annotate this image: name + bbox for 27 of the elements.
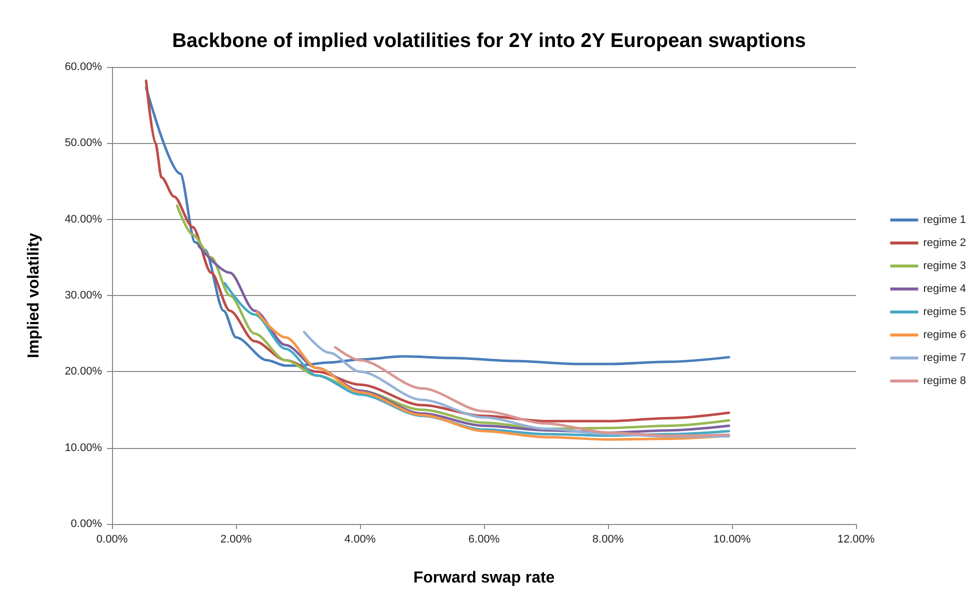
legend-label: regime 6 [923,329,966,341]
legend-label: regime 5 [923,306,966,318]
legend-label: regime 2 [923,237,966,249]
line-series [334,346,730,437]
x-tick-label: 0.00% [96,534,128,546]
y-tick-label: 10.00% [64,442,102,454]
legend-label: regime 4 [923,283,966,295]
y-tick-label: 20.00% [64,366,102,378]
legend-label: regime 7 [923,352,966,364]
y-tick-label: 60.00% [64,61,102,73]
x-tick-label: 8.00% [592,534,624,546]
x-tick-label: 10.00% [713,534,751,546]
y-tick-label: 30.00% [64,290,102,302]
legend-label: regime 3 [923,260,966,272]
y-tick-label: 0.00% [70,518,102,530]
x-tick-label: 12.00% [837,534,875,546]
line-series [144,86,730,367]
x-tick-label: 6.00% [468,534,500,546]
x-tick-label: 4.00% [344,534,376,546]
y-tick-label: 50.00% [64,137,102,150]
x-axis-title: Forward swap rate [413,570,555,586]
y-axis-title: Implied volatility [26,232,42,358]
x-tick-label: 2.00% [220,534,252,546]
chart-title: Backbone of implied volatilities for 2Y into 2Y European swaptions [172,30,806,52]
y-tick-label: 40.00% [64,213,102,226]
legend-label: regime 8 [923,375,966,387]
legend-label: regime 1 [923,214,966,226]
